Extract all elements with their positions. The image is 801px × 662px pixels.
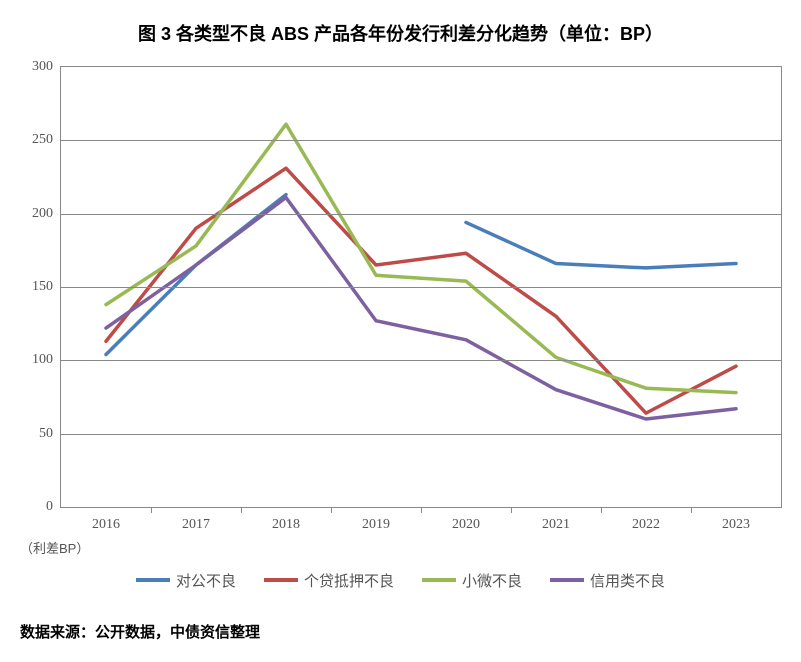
x-tick-label: 2017 [182,507,210,533]
x-tick-label: 2019 [362,507,390,533]
plot-area: 0501001502002503002016201720182019202020… [60,66,782,508]
legend-item: 个贷抵押不良 [264,570,394,591]
x-tick-label: 2018 [272,507,300,533]
x-tick-mark [691,507,692,513]
gridline [61,287,781,288]
x-tick-mark [511,507,512,513]
source-label: 数据来源：公开数据，中债资信整理 [20,621,781,642]
x-tick-mark [331,507,332,513]
y-tick-label: 250 [32,132,61,148]
y-tick-label: 300 [32,59,61,75]
legend-swatch [136,578,170,582]
y-tick-label: 200 [32,206,61,222]
x-tick-label: 2021 [542,507,570,533]
y-tick-label: 0 [46,499,61,515]
legend-item: 信用类不良 [550,570,665,591]
legend-label: 信用类不良 [590,570,665,591]
chart-container: 图 3 各类型不良 ABS 产品各年份发行利差分化趋势（单位：BP） 05010… [20,20,781,642]
y-tick-label: 100 [32,352,61,368]
chart-title: 图 3 各类型不良 ABS 产品各年份发行利差分化趋势（单位：BP） [20,20,781,46]
x-tick-mark [151,507,152,513]
y-tick-label: 50 [39,426,61,442]
x-tick-label: 2020 [452,507,480,533]
x-tick-mark [421,507,422,513]
gridline [61,360,781,361]
legend-item: 对公不良 [136,570,236,591]
series-line [106,168,736,413]
x-tick-label: 2016 [92,507,120,533]
gridline [61,434,781,435]
legend-swatch [550,578,584,582]
legend-label: 个贷抵押不良 [304,570,394,591]
legend-label: 对公不良 [176,570,236,591]
gridline [61,214,781,215]
x-tick-label: 2022 [632,507,660,533]
legend-label: 小微不良 [462,570,522,591]
legend: 对公不良 个贷抵押不良 小微不良 信用类不良 [20,569,781,591]
x-tick-mark [241,507,242,513]
legend-swatch [422,578,456,582]
gridline [61,140,781,141]
legend-item: 小微不良 [422,570,522,591]
axis-label: （利差BP） [20,538,781,557]
y-tick-label: 150 [32,279,61,295]
x-tick-mark [601,507,602,513]
x-tick-label: 2023 [722,507,750,533]
legend-swatch [264,578,298,582]
